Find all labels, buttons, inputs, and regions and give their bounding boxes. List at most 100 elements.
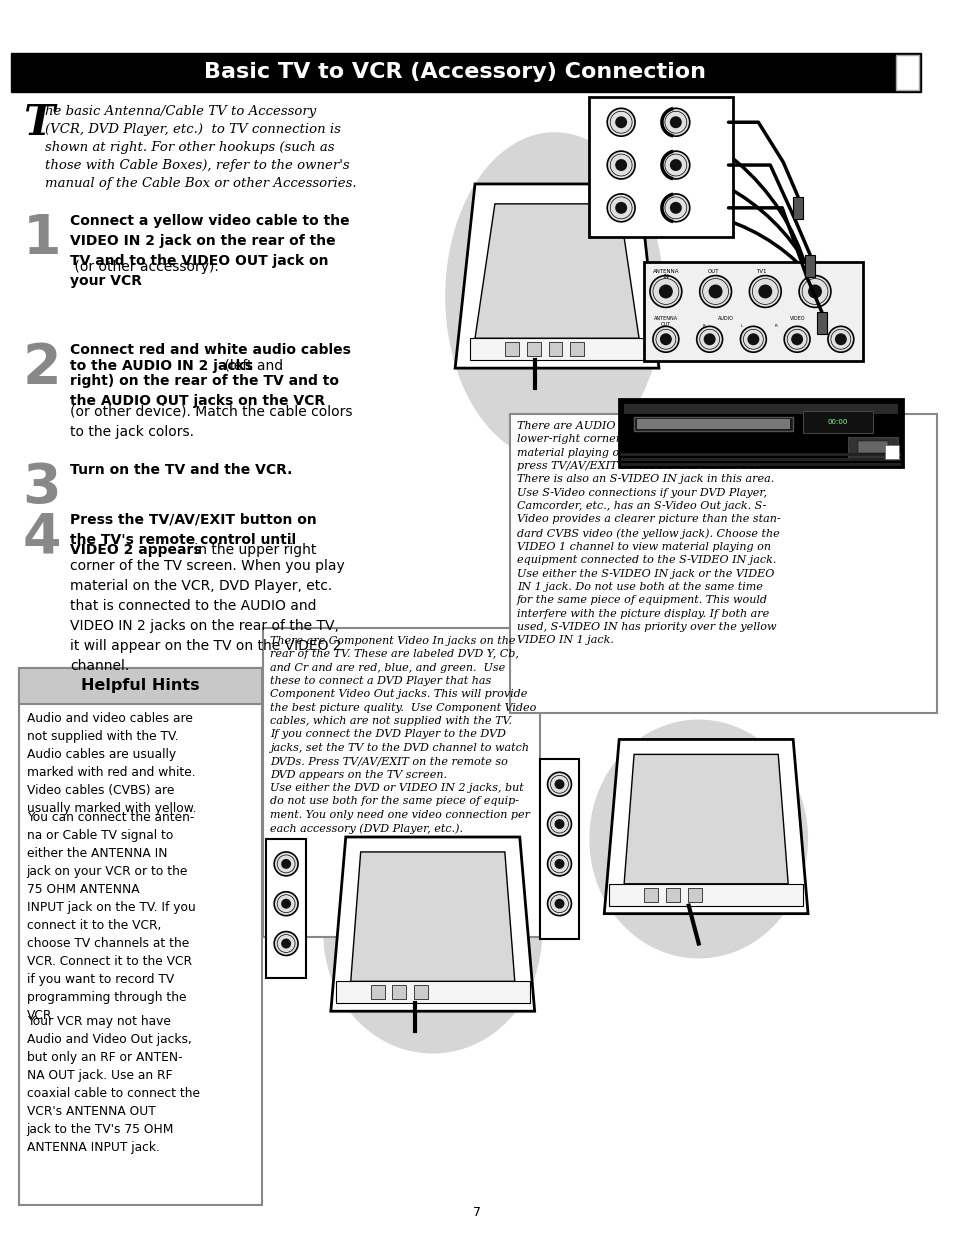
Circle shape <box>703 333 715 346</box>
Circle shape <box>649 275 681 308</box>
Bar <box>792 196 802 219</box>
Circle shape <box>661 109 689 136</box>
Circle shape <box>659 333 671 346</box>
Circle shape <box>699 275 731 308</box>
Text: 3: 3 <box>23 461 61 515</box>
Circle shape <box>547 852 571 876</box>
Circle shape <box>696 326 721 352</box>
Bar <box>539 760 578 939</box>
Text: 00:00: 00:00 <box>827 419 847 425</box>
Bar <box>883 445 898 458</box>
Circle shape <box>661 194 689 222</box>
Circle shape <box>554 858 564 869</box>
Bar <box>634 417 792 431</box>
Bar <box>665 888 679 902</box>
Text: R: R <box>701 325 704 329</box>
Circle shape <box>547 892 571 915</box>
Bar <box>548 342 562 356</box>
Bar <box>816 312 826 335</box>
Bar <box>609 884 802 905</box>
Bar <box>509 414 936 713</box>
Text: TV1: TV1 <box>756 268 766 274</box>
Bar <box>620 463 900 466</box>
Text: corner of the TV screen. When you play
material on the VCR, DVD Player, etc.
tha: corner of the TV screen. When you play m… <box>71 558 345 673</box>
Circle shape <box>281 939 291 948</box>
Polygon shape <box>475 204 639 338</box>
Text: R: R <box>774 325 777 329</box>
Circle shape <box>834 333 846 346</box>
Bar <box>19 668 262 704</box>
Bar <box>643 888 658 902</box>
Bar <box>370 986 384 999</box>
Text: (or other accessory).: (or other accessory). <box>71 261 219 274</box>
Text: There are AUDIO and VIDEO IN 1 jacks at the
lower-right corner of the rear of th: There are AUDIO and VIDEO IN 1 jacks at … <box>517 421 786 646</box>
Polygon shape <box>331 837 534 1011</box>
Text: VIDEO: VIDEO <box>789 316 805 321</box>
Text: ANTENNA
IN: ANTENNA IN <box>652 268 679 279</box>
Bar <box>266 839 306 978</box>
Circle shape <box>554 899 564 909</box>
Text: in the upper right: in the upper right <box>190 543 315 557</box>
Circle shape <box>274 931 297 956</box>
Bar <box>847 437 897 458</box>
Circle shape <box>554 819 564 829</box>
Text: VIDEO 2 appears: VIDEO 2 appears <box>71 543 202 557</box>
Text: 2: 2 <box>23 341 61 395</box>
Text: (left and: (left and <box>219 358 282 373</box>
Circle shape <box>659 284 672 299</box>
Bar <box>10 53 921 93</box>
Text: AV1: AV1 <box>802 268 814 274</box>
Text: Audio and video cables are
not supplied with the TV.
Audio cables are usually
ma: Audio and video cables are not supplied … <box>27 711 196 815</box>
Bar <box>470 338 659 361</box>
Text: 7: 7 <box>473 1207 480 1219</box>
Polygon shape <box>623 755 787 884</box>
Circle shape <box>607 194 635 222</box>
Bar <box>570 342 584 356</box>
Circle shape <box>547 813 571 836</box>
Circle shape <box>615 116 626 128</box>
Circle shape <box>790 333 802 346</box>
Circle shape <box>274 892 297 915</box>
Circle shape <box>783 326 809 352</box>
Polygon shape <box>323 815 541 1053</box>
Circle shape <box>799 275 830 308</box>
Bar <box>335 982 529 1003</box>
Text: OUT: OUT <box>707 268 719 274</box>
Bar <box>637 419 789 429</box>
Polygon shape <box>445 132 663 461</box>
Bar <box>414 986 428 999</box>
Text: ANTENNA
OUT: ANTENNA OUT <box>653 316 678 327</box>
Circle shape <box>669 116 681 128</box>
Bar <box>620 458 900 461</box>
Text: right) on the rear of the TV and to
the AUDIO OUT jacks on the VCR: right) on the rear of the TV and to the … <box>71 374 339 408</box>
Bar <box>857 441 886 453</box>
Text: Press the TV/AV/EXIT button on
the TV's remote control until: Press the TV/AV/EXIT button on the TV's … <box>71 513 316 547</box>
Text: Helpful Hints: Helpful Hints <box>81 678 199 693</box>
Polygon shape <box>603 740 807 914</box>
Circle shape <box>607 109 635 136</box>
Text: 4: 4 <box>23 510 61 564</box>
Circle shape <box>615 201 626 214</box>
Bar <box>19 668 262 1205</box>
Circle shape <box>807 284 821 299</box>
Circle shape <box>669 201 681 214</box>
Circle shape <box>547 772 571 797</box>
Bar <box>802 411 872 432</box>
Circle shape <box>827 326 853 352</box>
Circle shape <box>740 326 765 352</box>
Circle shape <box>746 333 759 346</box>
Bar <box>804 254 814 277</box>
Circle shape <box>652 326 679 352</box>
Circle shape <box>274 852 297 876</box>
Text: L: L <box>740 325 741 329</box>
Circle shape <box>708 284 721 299</box>
Bar <box>643 262 862 361</box>
Circle shape <box>554 779 564 789</box>
Bar <box>526 342 540 356</box>
Circle shape <box>669 159 681 170</box>
Circle shape <box>749 275 781 308</box>
Bar <box>263 627 539 936</box>
Circle shape <box>607 151 635 179</box>
Text: Connect a yellow video cable to the
VIDEO IN 2 jack on the rear of the
TV and to: Connect a yellow video cable to the VIDE… <box>71 214 350 288</box>
Bar <box>620 453 900 456</box>
